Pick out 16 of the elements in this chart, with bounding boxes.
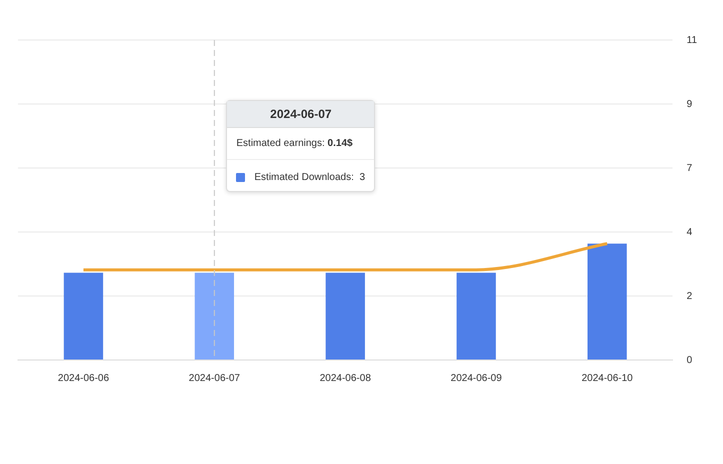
- y-tick-label: 11: [686, 34, 698, 46]
- y-tick-label: 2: [686, 290, 693, 302]
- annotation: 3: [359, 172, 365, 183]
- annotation: 2024-06-07: [227, 101, 374, 128]
- y-tick-label: 0: [686, 354, 693, 366]
- annotation: 0.14$: [328, 138, 353, 149]
- x-tick-label: 2024-06-09: [450, 372, 502, 384]
- x-tick-label: 2024-06-07: [188, 372, 240, 384]
- annotation: Estimated earnings:: [236, 138, 325, 149]
- x-tick-label: 2024-06-10: [582, 372, 634, 384]
- x-tick-label: 2024-06-08: [320, 372, 372, 384]
- y-tick-label: 4: [686, 226, 693, 238]
- x-tick-label: 2024-06-06: [58, 372, 110, 384]
- y-tick-label: 7: [686, 162, 693, 174]
- y-tick-label: 9: [686, 98, 693, 110]
- annotation: Estimated Downloads:: [254, 172, 354, 183]
